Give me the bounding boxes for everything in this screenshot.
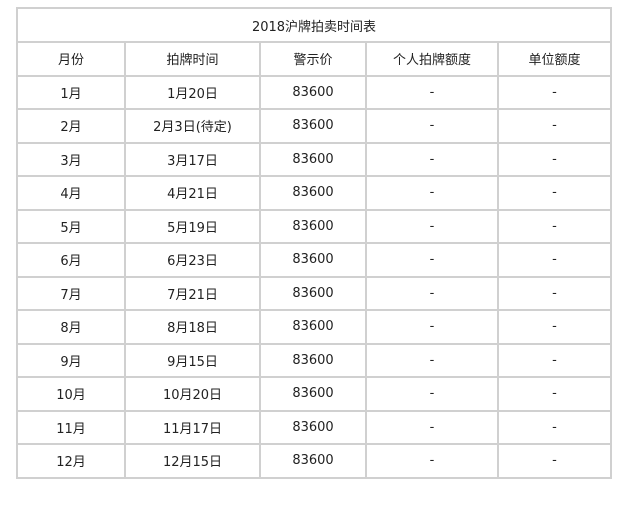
cell-auction-date: 6月23日 [124,242,261,278]
cell-warning-price: 83600 [259,208,367,244]
cell-warning-price: 83600 [259,141,367,177]
cell-personal-quota: - [365,309,499,345]
cell-auction-date: 9月15日 [124,342,261,378]
table-row: 9月 9月15日 83600- - [16,342,612,378]
cell-company-quota: - [497,376,612,412]
cell-personal-quota: - [365,342,499,378]
table-row: 12月 12月15日 83600- - [16,443,612,479]
cell-warning-price: 83600 [259,309,367,345]
cell-month: 6月 [16,242,126,278]
header-row: 月份 拍牌时间 警示价 个人拍牌额度 单位额度 [16,41,612,77]
cell-company-quota: - [497,141,612,177]
cell-company-quota: - [497,275,612,311]
cell-auction-date: 3月17日 [124,141,261,177]
cell-company-quota: - [497,208,612,244]
cell-company-quota: - [497,175,612,211]
cell-warning-price: 83600 [259,108,367,144]
cell-warning-price: 83600 [259,175,367,211]
cell-personal-quota: - [365,208,499,244]
cell-warning-price: 83600 [259,342,367,378]
table-row: 2月 2月3日(待定) 83600- - [16,108,612,144]
cell-month: 1月 [16,74,126,110]
cell-month: 12月 [16,443,126,479]
cell-month: 4月 [16,175,126,211]
cell-month: 3月 [16,141,126,177]
cell-personal-quota: - [365,175,499,211]
cell-warning-price: 83600 [259,376,367,412]
cell-month: 5月 [16,208,126,244]
table-row: 8月 8月18日 83600- - [16,309,612,345]
table-row: 4月 4月21日 83600- - [16,175,612,211]
cell-month: 7月 [16,275,126,311]
header-month: 月份 [16,41,126,77]
cell-month: 10月 [16,376,126,412]
cell-auction-date: 10月20日 [124,376,261,412]
cell-company-quota: - [497,443,612,479]
table-row: 6月 6月23日 83600- - [16,242,612,278]
cell-personal-quota: - [365,108,499,144]
table-row: 5月 5月19日 83600- - [16,208,612,244]
header-personal-quota: 个人拍牌额度 [365,41,499,77]
cell-personal-quota: - [365,275,499,311]
table-row: 1月 1月20日 83600- - [16,74,612,110]
cell-personal-quota: - [365,242,499,278]
cell-auction-date: 2月3日(待定) [124,108,261,144]
cell-month: 2月 [16,108,126,144]
cell-company-quota: - [497,242,612,278]
auction-schedule-table: 2018沪牌拍卖时间表 月份 拍牌时间 警示价 个人拍牌额度 单位额度 1月 1月… [16,7,612,479]
cell-auction-date: 8月18日 [124,309,261,345]
cell-auction-date: 4月21日 [124,175,261,211]
cell-company-quota: - [497,342,612,378]
cell-month: 8月 [16,309,126,345]
header-company-quota: 单位额度 [497,41,612,77]
table-row: 7月 7月21日 83600- - [16,275,612,311]
cell-personal-quota: - [365,409,499,445]
cell-auction-date: 12月15日 [124,443,261,479]
table-row: 11月 11月17日 83600- - [16,409,612,445]
cell-warning-price: 83600 [259,409,367,445]
cell-company-quota: - [497,74,612,110]
cell-company-quota: - [497,409,612,445]
cell-auction-date: 7月21日 [124,275,261,311]
table-row: 10月 10月20日 83600- - [16,376,612,412]
cell-warning-price: 83600 [259,275,367,311]
cell-month: 9月 [16,342,126,378]
cell-warning-price: 83600 [259,74,367,110]
table-row: 3月 3月17日 83600- - [16,141,612,177]
header-auction-date: 拍牌时间 [124,41,261,77]
cell-personal-quota: - [365,141,499,177]
cell-personal-quota: - [365,74,499,110]
table-title: 2018沪牌拍卖时间表 [16,7,612,43]
header-warning-price: 警示价 [259,41,367,77]
cell-auction-date: 5月19日 [124,208,261,244]
cell-warning-price: 83600 [259,443,367,479]
cell-auction-date: 1月20日 [124,74,261,110]
cell-month: 11月 [16,409,126,445]
cell-personal-quota: - [365,443,499,479]
cell-company-quota: - [497,108,612,144]
cell-auction-date: 11月17日 [124,409,261,445]
cell-company-quota: - [497,309,612,345]
cell-warning-price: 83600 [259,242,367,278]
cell-personal-quota: - [365,376,499,412]
